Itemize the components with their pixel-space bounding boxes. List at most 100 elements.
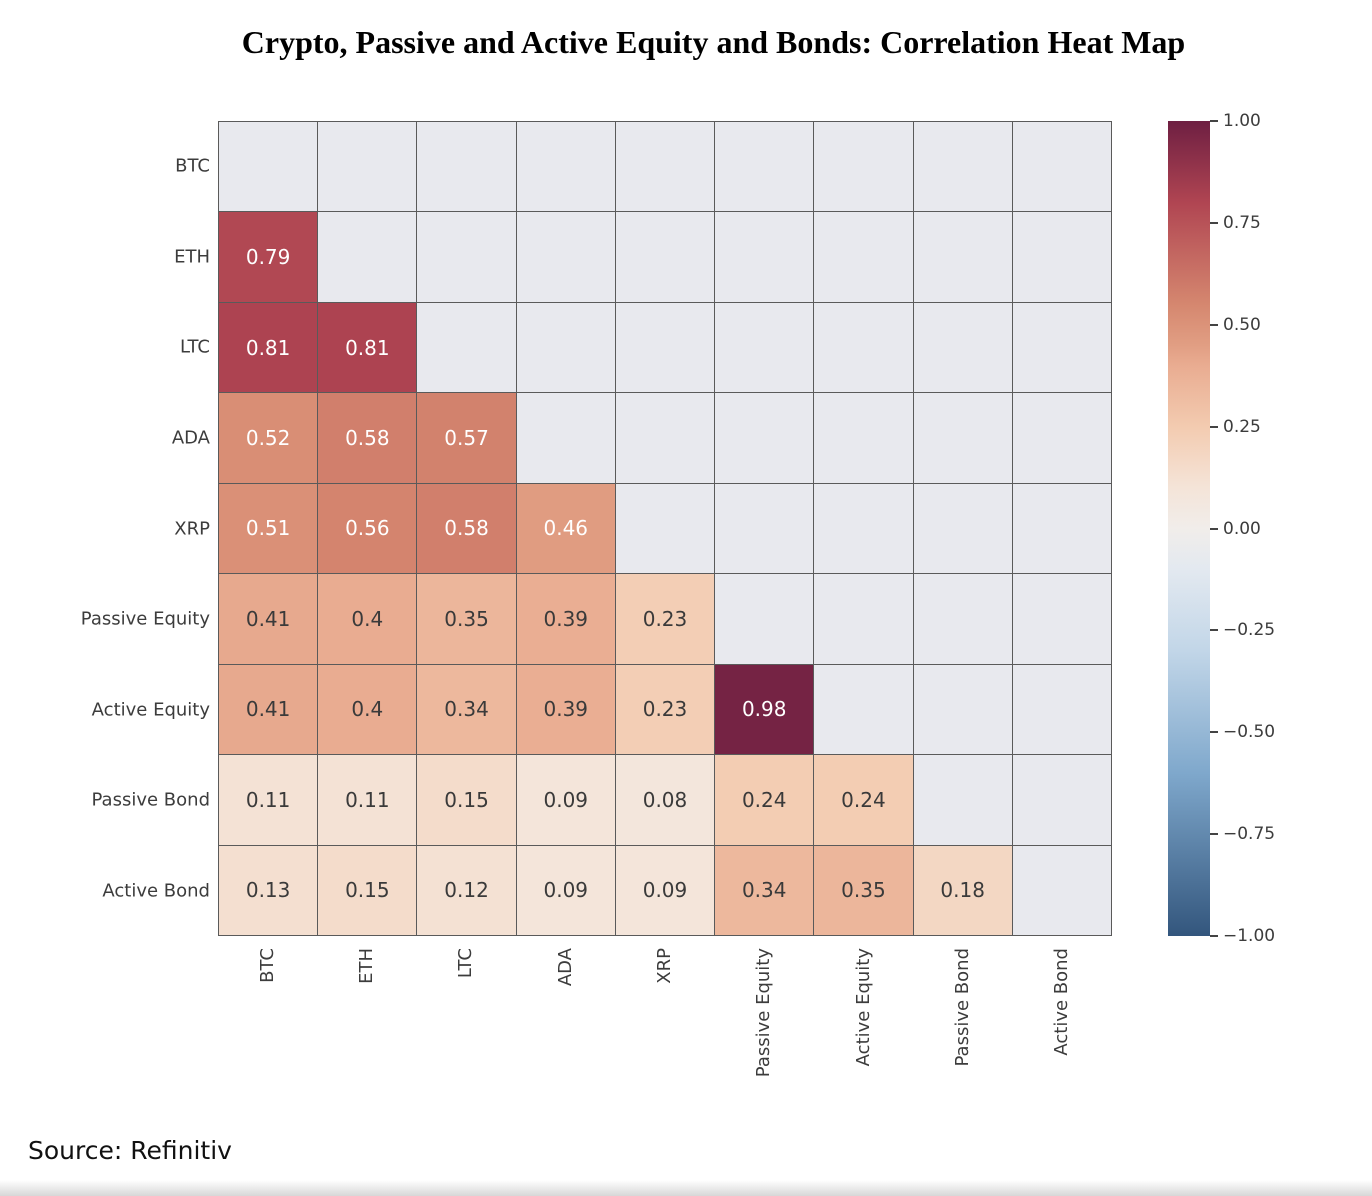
colorbar-tick-label: −0.75 — [1223, 824, 1276, 845]
heatmap-cell — [913, 302, 1012, 393]
heatmap-cell: 0.09 — [516, 845, 615, 935]
heatmap-cell — [814, 664, 913, 755]
x-tick-label: Passive Equity — [753, 948, 775, 1078]
heatmap-cell: 0.34 — [715, 845, 814, 935]
x-tick-label: LTC — [455, 948, 477, 979]
heatmap-cell: 0.56 — [318, 483, 417, 574]
heatmap-cell — [1012, 212, 1111, 302]
heatmap-cell — [417, 302, 516, 393]
heatmap-cell — [1012, 664, 1111, 755]
heatmap-cell — [1012, 122, 1111, 212]
colorbar-tick-mark — [1210, 221, 1218, 224]
heatmap-cell — [1012, 845, 1111, 935]
colorbar-tick-label: 1.00 — [1223, 111, 1261, 131]
x-axis-labels: BTC ETH LTC ADA XRP Passive Equity Active Equi… — [218, 948, 1112, 1178]
y-tick-label: ETH — [174, 246, 210, 268]
y-tick-label: Active Bond — [102, 880, 210, 902]
x-tick-label: Passive Bond — [952, 948, 973, 1067]
colorbar-tick-mark — [1210, 425, 1218, 428]
heatmap-cell — [715, 574, 814, 664]
heatmap-cell — [417, 212, 516, 302]
source-caption: Source: Refinitiv — [28, 1136, 232, 1165]
y-tick-label: ADA — [171, 427, 210, 449]
heatmap-cell — [615, 122, 715, 212]
heatmap-cell — [814, 574, 913, 664]
heatmap-cell — [913, 755, 1012, 845]
y-tick-label: Active Equity — [91, 699, 210, 721]
heatmap-cell: 0.35 — [417, 574, 516, 664]
heatmap-cell — [814, 302, 913, 393]
heatmap-cell — [814, 212, 913, 302]
heatmap-cell — [615, 393, 715, 483]
heatmap-cell — [814, 393, 913, 483]
heatmap-grid: 0.79 0.81 0.81 0.52 0.58 0.57 0.51 0.56 0.58 0.46… — [218, 121, 1112, 936]
colorbar-tick-mark — [1210, 935, 1218, 937]
colorbar-tick-label: 0.75 — [1223, 212, 1261, 233]
x-tick-label: ETH — [356, 948, 377, 984]
heatmap-cell: 0.39 — [516, 664, 615, 755]
heatmap-cell: 0.58 — [318, 393, 417, 483]
heatmap-cell — [615, 483, 715, 574]
heatmap-cell — [814, 483, 913, 574]
heatmap-cell — [715, 302, 814, 393]
colorbar-tick-mark — [1210, 527, 1218, 530]
heatmap-cell: 0.4 — [318, 574, 417, 664]
heatmap-cell: 0.79 — [219, 212, 318, 302]
x-tick-label: XRP — [654, 948, 675, 984]
heatmap-cell — [913, 393, 1012, 483]
heatmap-cell: 0.23 — [615, 574, 715, 664]
heatmap-cell: 0.98 — [715, 664, 814, 755]
heatmap-cell — [913, 483, 1012, 574]
heatmap-cell — [1012, 755, 1111, 845]
heatmap-cell — [615, 302, 715, 393]
bottom-gradient — [0, 1180, 1372, 1196]
heatmap-cell: 0.4 — [318, 664, 417, 755]
colorbar-tick-mark — [1210, 120, 1218, 122]
x-tick-label: BTC — [256, 948, 278, 983]
heatmap-cell — [715, 393, 814, 483]
heatmap-cell — [1012, 483, 1111, 574]
chart-title: Crypto, Passive and Active Equity and Bo… — [241, 24, 1186, 60]
y-tick-label: Passive Bond — [91, 789, 210, 811]
heatmap-cell: 0.18 — [913, 845, 1012, 935]
heatmap-cell: 0.15 — [318, 845, 417, 935]
heatmap-cell — [715, 483, 814, 574]
heatmap-cell: 0.57 — [417, 393, 516, 483]
heatmap-cell — [913, 664, 1012, 755]
heatmap-cell: 0.24 — [814, 755, 913, 845]
heatmap-cell — [417, 122, 516, 212]
colorbar-tick-label: −0.25 — [1223, 620, 1276, 641]
heatmap-cell — [318, 122, 417, 212]
heatmap-cell: 0.46 — [516, 483, 615, 574]
heatmap-cell — [318, 212, 417, 302]
heatmap-cell — [814, 122, 913, 212]
heatmap-cell — [1012, 574, 1111, 664]
heatmap-cell: 0.51 — [219, 483, 318, 574]
heatmap-cell: 0.34 — [417, 664, 516, 755]
heatmap-cell: 0.41 — [219, 664, 318, 755]
heatmap-cell — [219, 122, 318, 212]
colorbar-tick-label: 0.50 — [1223, 314, 1261, 335]
heatmap-cell: 0.15 — [417, 755, 516, 845]
heatmap-cell — [913, 122, 1012, 212]
colorbar-tick-mark — [1210, 629, 1218, 632]
heatmap-cell: 0.11 — [219, 755, 318, 845]
y-tick-label: XRP — [174, 518, 210, 539]
x-tick-label: ADA — [554, 948, 576, 987]
heatmap-cell: 0.09 — [615, 845, 715, 935]
heatmap-cell — [516, 302, 615, 393]
heatmap-cell — [615, 212, 715, 302]
heatmap-cell: 0.58 — [417, 483, 516, 574]
x-tick-label: Active Bond — [1051, 948, 1073, 1056]
x-tick-label: Active Equity — [852, 948, 874, 1067]
heatmap-cell — [715, 212, 814, 302]
colorbar-ticks: 1.00 0.75 0.50 0.25 0.00 −0.25 −0.50 −0.75 −1.00 — [1210, 111, 1370, 946]
colorbar-tick-label: −0.50 — [1223, 722, 1276, 743]
heatmap-cell: 0.08 — [615, 755, 715, 845]
y-tick-label: BTC — [175, 155, 210, 177]
heatmap-cell: 0.11 — [318, 755, 417, 845]
heatmap-cell: 0.81 — [318, 302, 417, 393]
heatmap-cell — [913, 212, 1012, 302]
heatmap-cell: 0.24 — [715, 755, 814, 845]
